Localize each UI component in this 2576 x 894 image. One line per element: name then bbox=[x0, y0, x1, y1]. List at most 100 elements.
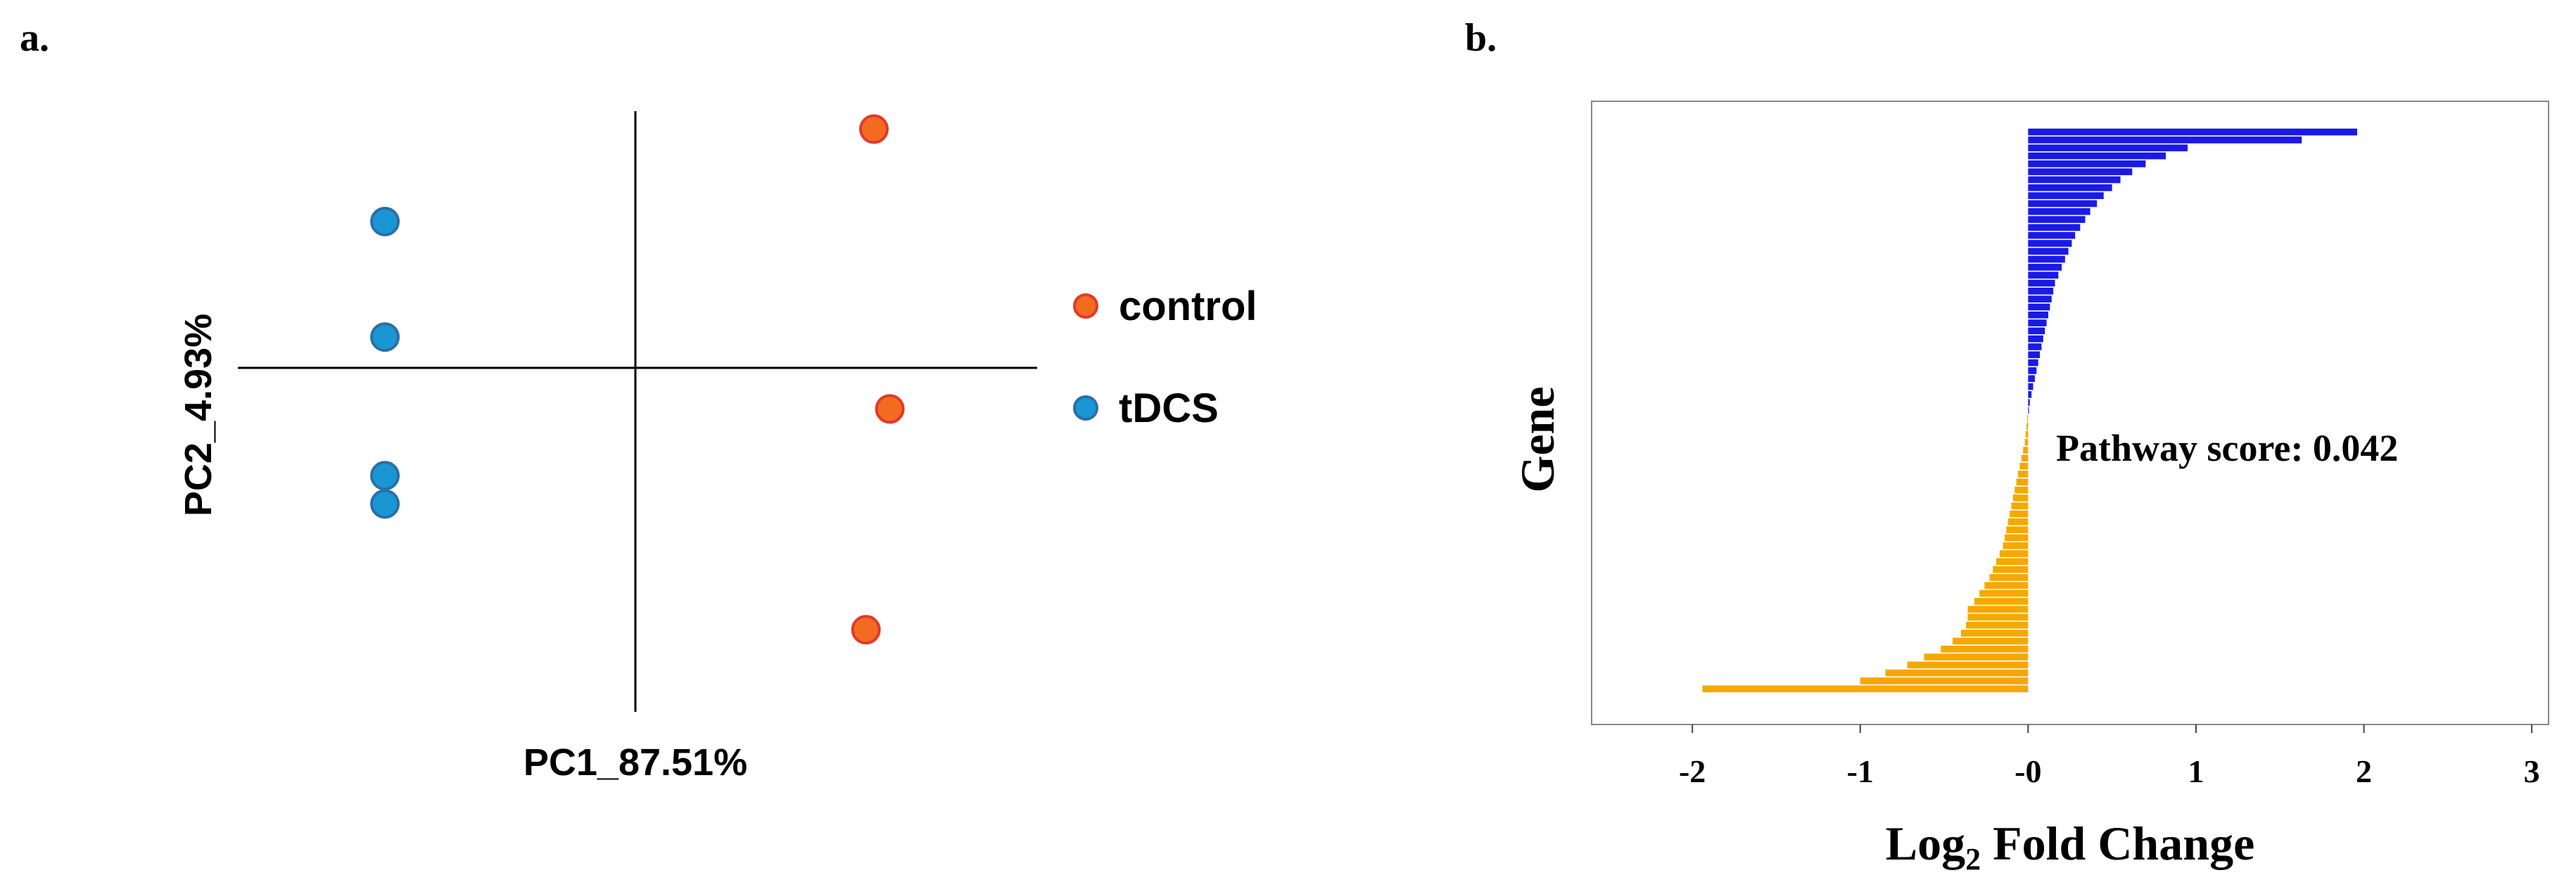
gene-bar-18 bbox=[2028, 264, 2062, 271]
pca-point-control-1 bbox=[859, 114, 889, 144]
gene-x-label-subscript: 2 bbox=[1965, 842, 1981, 876]
pca-point-control-2 bbox=[875, 394, 905, 424]
gene-bar-11 bbox=[2028, 207, 2090, 215]
gene-x-tick-label: -1 bbox=[1847, 753, 1874, 789]
gene-bar-6 bbox=[2028, 168, 2133, 176]
gene-bar-19 bbox=[2028, 272, 2059, 279]
gene-bar-66 bbox=[1941, 645, 2029, 653]
gene-bar-41 bbox=[2023, 447, 2029, 454]
gene-bar-21 bbox=[2028, 287, 2054, 295]
gene-bar-33 bbox=[2028, 383, 2033, 390]
gene-bar-61 bbox=[1967, 606, 2029, 613]
gene-bar-5 bbox=[2028, 160, 2146, 167]
gene-bar-47 bbox=[2012, 494, 2029, 502]
pca-point-tdcs-4 bbox=[370, 489, 400, 519]
gene-x-tick-label: 2 bbox=[2356, 753, 2372, 789]
gene-bar-71 bbox=[1702, 685, 2029, 693]
gene-bar-14 bbox=[2028, 231, 2076, 239]
legend-label-tdcs: tDCS bbox=[1119, 385, 1219, 431]
gene-bar-56 bbox=[1993, 566, 2029, 573]
gene-bar-17 bbox=[2028, 255, 2065, 263]
gene-bar-15 bbox=[2028, 240, 2072, 247]
gene-bar-55 bbox=[1996, 558, 2029, 566]
gene-bar-7 bbox=[2028, 176, 2121, 184]
gene-bar-44 bbox=[2018, 471, 2029, 478]
legend-label-control: control bbox=[1119, 283, 1257, 329]
gene-bar-24 bbox=[2028, 311, 2048, 319]
gene-bar-3 bbox=[2028, 144, 2188, 152]
gene-bar-53 bbox=[2003, 542, 2029, 549]
pca-point-tdcs-1 bbox=[370, 206, 400, 236]
gene-bar-31 bbox=[2028, 367, 2037, 374]
gene-bar-27 bbox=[2028, 335, 2043, 343]
gene-bar-9 bbox=[2028, 192, 2104, 199]
gene-x-tick-label: -2 bbox=[1679, 753, 1706, 789]
gene-bar-12 bbox=[2028, 216, 2086, 223]
gene-bar-29 bbox=[2028, 351, 2041, 359]
pca-y-label: PC2_4.93% bbox=[177, 314, 220, 516]
gene-bar-43 bbox=[2019, 462, 2029, 470]
pca-legend: control tDCS bbox=[1073, 283, 1257, 431]
gene-bar-38 bbox=[2026, 423, 2029, 430]
gene-bar-51 bbox=[2006, 526, 2029, 534]
gene-bar-28 bbox=[2028, 343, 2042, 350]
gene-bar-50 bbox=[2007, 518, 2029, 525]
gene-bar-34 bbox=[2028, 391, 2032, 398]
gene-bar-63 bbox=[1966, 622, 2029, 629]
gene-bar-chart: -2 -1 -0 1 2 3 Pathway score: 0.042 Gene Log2… bbox=[1511, 101, 2549, 876]
gene-bar-8 bbox=[2028, 184, 2112, 191]
gene-bar-46 bbox=[2015, 486, 2029, 494]
gene-bar-60 bbox=[1974, 598, 2029, 605]
pca-plot: PC1_87.51% PC2_4.93% control tDCS bbox=[177, 111, 1257, 784]
gene-bar-65 bbox=[1952, 637, 2029, 645]
gene-bar-30 bbox=[2028, 359, 2038, 366]
pca-point-tdcs-3 bbox=[370, 461, 400, 491]
panel-b-label: b. bbox=[1465, 16, 1497, 60]
legend-marker-control bbox=[1073, 293, 1098, 319]
gene-bar-22 bbox=[2028, 295, 2052, 303]
gene-bar-68 bbox=[1907, 661, 2029, 669]
gene-bar-57 bbox=[1989, 574, 2029, 581]
gene-x-ticks: -2 -1 -0 1 2 3 bbox=[1679, 724, 2540, 789]
gene-x-tick-label: 1 bbox=[2188, 753, 2204, 789]
gene-bar-10 bbox=[2028, 200, 2098, 207]
legend-marker-tdcs bbox=[1073, 395, 1098, 421]
gene-x-label-suffix: Fold Change bbox=[1981, 817, 2254, 870]
gene-bar-37 bbox=[2027, 414, 2029, 422]
gene-bar-54 bbox=[1999, 550, 2029, 557]
gene-bar-45 bbox=[2016, 478, 2029, 486]
gene-bar-49 bbox=[2010, 510, 2029, 518]
gene-bar-69 bbox=[1885, 669, 2029, 677]
gene-bar-23 bbox=[2028, 303, 2050, 311]
gene-bar-70 bbox=[1860, 677, 2029, 684]
gene-bar-42 bbox=[2021, 454, 2029, 462]
gene-x-tick-label: -0 bbox=[2015, 753, 2041, 789]
gene-bar-4 bbox=[2028, 152, 2166, 160]
gene-bar-48 bbox=[2011, 502, 2029, 510]
gene-bar-25 bbox=[2028, 319, 2047, 326]
pca-points bbox=[370, 114, 905, 645]
gene-x-label: Log2 Fold Change bbox=[1886, 817, 2255, 876]
gene-bar-16 bbox=[2028, 248, 2069, 255]
gene-bar-26 bbox=[2028, 327, 2045, 335]
gene-bars bbox=[1702, 128, 2357, 693]
gene-bar-2 bbox=[2028, 136, 2302, 143]
gene-y-label: Gene bbox=[1511, 386, 1564, 492]
gene-bar-20 bbox=[2028, 279, 2055, 287]
gene-bar-36 bbox=[2028, 407, 2029, 414]
gene-bar-62 bbox=[1967, 613, 2029, 621]
gene-bar-67 bbox=[1924, 653, 2029, 660]
gene-bar-13 bbox=[2028, 224, 2081, 231]
gene-bar-35 bbox=[2028, 399, 2030, 407]
pathway-score-annotation: Pathway score: 0.042 bbox=[2056, 427, 2398, 469]
gene-x-label-log: Log bbox=[1886, 817, 1965, 870]
gene-bar-58 bbox=[1984, 582, 2029, 589]
pca-point-control-3 bbox=[851, 615, 881, 645]
gene-bar-39 bbox=[2025, 430, 2029, 438]
gene-bar-32 bbox=[2028, 375, 2035, 383]
gene-x-tick-label: 3 bbox=[2524, 753, 2540, 789]
gene-bar-64 bbox=[1960, 630, 2029, 637]
pca-point-tdcs-2 bbox=[370, 322, 400, 352]
gene-plot-frame bbox=[1591, 101, 2549, 725]
